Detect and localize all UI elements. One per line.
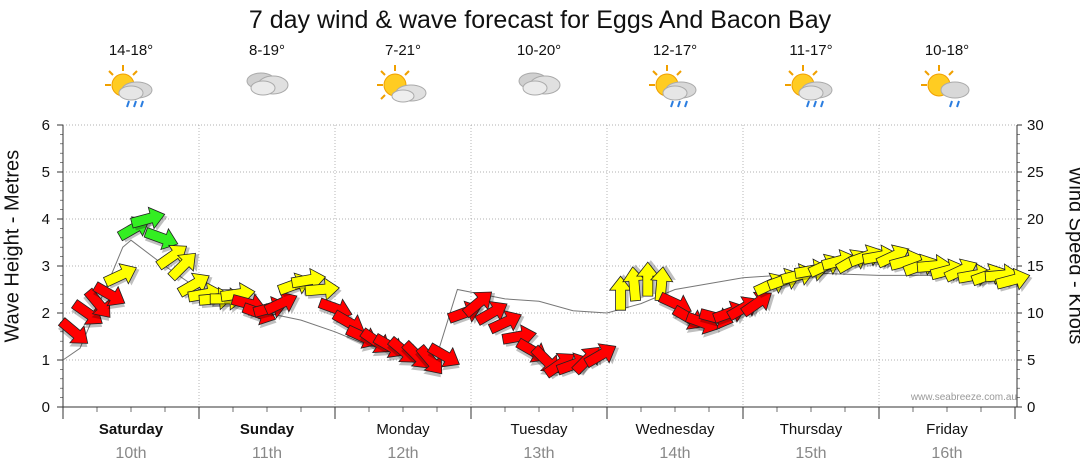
day-name-tuesday: Tuesday [510, 421, 568, 438]
left-tick-label: 1 [42, 352, 50, 369]
left-axis-title: Wave Height - Metres [1, 149, 24, 343]
day-date: 12th [387, 445, 419, 462]
right-axis-title: Wind Speed - Knots [1064, 166, 1080, 345]
day-weather-saturday: 14-18° [63, 42, 199, 116]
wind-arrow [583, 343, 620, 370]
temperature-range: 10-18° [924, 42, 970, 59]
right-tick-label: 20 [1027, 211, 1044, 228]
right-tick-label: 0 [1027, 399, 1035, 416]
sun-rain-cloud-icon [743, 63, 879, 116]
day-name-thursday: Thursday [779, 421, 843, 438]
day-name-friday: Friday [926, 421, 968, 438]
sun-rain-cloud-icon [607, 63, 743, 116]
wind-arrow [415, 343, 443, 378]
wind-arrow [304, 277, 342, 303]
day-date: 15th [795, 445, 827, 462]
day-weather-friday: 10-18° [879, 42, 1015, 116]
wind-arrow [130, 206, 168, 231]
wind-arrow [57, 317, 89, 347]
left-tick-label: 2 [42, 305, 50, 322]
day-weather-thursday: 11-17° [743, 42, 879, 116]
day-date: 14th [659, 445, 691, 462]
day-date: 16th [931, 445, 963, 462]
wind-arrow [740, 291, 775, 319]
left-tick-label: 5 [42, 164, 50, 181]
day-date: 13th [523, 445, 555, 462]
wind-arrow [167, 252, 199, 282]
chart-title: 7 day wind & wave forecast for Eggs And … [248, 6, 832, 34]
right-tick-label: 25 [1027, 164, 1044, 181]
right-tick-label: 5 [1027, 352, 1035, 369]
temperature-range: 7-21° [384, 42, 422, 59]
left-tick-label: 3 [42, 258, 50, 275]
day-name-sunday: Sunday [239, 421, 295, 438]
wind-arrow [461, 291, 496, 319]
day-weather-tuesday: 10-20° [471, 42, 607, 116]
day-name-monday: Monday [376, 421, 430, 438]
right-tick-label: 15 [1027, 258, 1044, 275]
wind-arrow [92, 281, 126, 310]
temperature-range: 10-20° [516, 42, 562, 59]
cloud-icon [199, 63, 335, 116]
left-tick-label: 6 [42, 117, 50, 134]
temperature-range: 14-18° [108, 42, 154, 59]
wind-arrow [474, 300, 511, 327]
credit-text: www.seabreeze.com.au [910, 392, 1017, 403]
wind-arrow [70, 299, 103, 328]
right-tick-label: 10 [1027, 305, 1044, 322]
sun-rain-cloud-icon [63, 63, 199, 116]
cloud-icon [471, 63, 607, 116]
wind-arrow [102, 263, 140, 289]
wind-arrow [426, 342, 460, 371]
temperature-range: 12-17° [652, 42, 698, 59]
day-name-wednesday: Wednesday [635, 421, 715, 438]
day-weather-monday: 7-21° [335, 42, 471, 116]
wind-arrow [995, 267, 1033, 293]
day-weather-wednesday: 12-17° [607, 42, 743, 116]
wind-arrow [263, 291, 300, 317]
left-tick-label: 4 [42, 211, 50, 228]
day-date: 11th [252, 445, 282, 462]
day-date: 10th [115, 445, 147, 462]
right-tick-label: 30 [1027, 117, 1044, 134]
day-name-saturday: Saturday [98, 421, 164, 438]
day-weather-sunday: 8-19° [199, 42, 335, 116]
wind-arrow [83, 287, 111, 321]
wind-arrow [635, 260, 662, 297]
left-tick-label: 0 [42, 399, 50, 416]
sun-shower-cloud-icon [879, 63, 1015, 116]
temperature-range: 11-17° [789, 42, 833, 59]
sun-cloud-icon [335, 63, 471, 116]
temperature-range: 8-19° [248, 42, 286, 59]
wind-arrow [487, 310, 525, 336]
